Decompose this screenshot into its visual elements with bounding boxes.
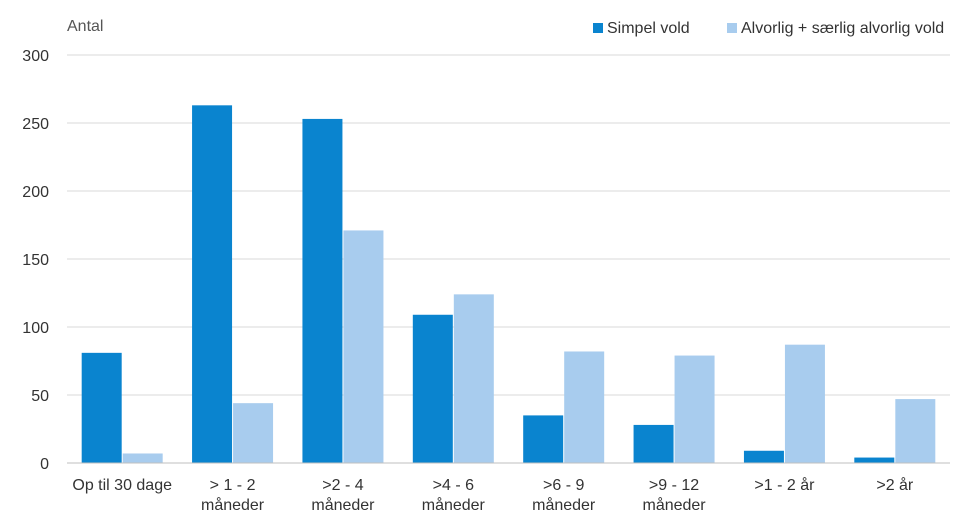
x-tick-label: >2 - 4 [322, 477, 363, 494]
bar-simpel-vold [412, 314, 453, 463]
x-tick-label: >6 - 9 [543, 477, 584, 494]
bar-simpel-vold [854, 457, 895, 463]
y-tick-label: 250 [22, 116, 49, 133]
bar-alvorlig-vold [895, 399, 936, 463]
y-tick-label: 0 [40, 456, 49, 473]
x-tick-label: måneder [311, 496, 375, 514]
bar-simpel-vold [523, 415, 564, 463]
y-tick-label: 200 [22, 184, 49, 201]
x-tick-label: måneder [201, 496, 265, 514]
x-tick-label: >9 - 12 [649, 477, 699, 494]
x-axis: Op til 30 dage > 1 - 2 måneder >2 - 4 månede… [72, 476, 914, 514]
bars [81, 105, 936, 464]
y-tick-label: 150 [22, 252, 49, 269]
legend: Simpel vold Alvorlig + særlig alvorlig vo… [593, 20, 944, 37]
bar-simpel-vold [743, 450, 784, 463]
legend-swatch [727, 23, 737, 33]
x-tick-label: måneder [642, 496, 706, 514]
bar-alvorlig-vold [233, 403, 274, 463]
bar-simpel-vold [633, 424, 674, 463]
legend-swatch [593, 23, 603, 33]
bar-simpel-vold [192, 105, 233, 463]
x-tick-label: >4 - 6 [433, 477, 474, 494]
x-tick-label: >2 år [876, 476, 914, 494]
bar-alvorlig-vold [343, 230, 384, 463]
x-tick-label: > 1 - 2 [210, 477, 256, 494]
x-tick-label: måneder [422, 496, 486, 514]
y-tick-label: 50 [31, 388, 49, 405]
y-axis-title: Antal [67, 18, 103, 35]
legend-label: Alvorlig + særlig alvorlig vold [741, 20, 944, 37]
bar-alvorlig-vold [122, 453, 163, 463]
bar-alvorlig-vold [784, 344, 825, 463]
bar-simpel-vold [302, 118, 343, 464]
x-tick-label: Op til 30 dage [72, 477, 172, 494]
bar-alvorlig-vold [674, 355, 715, 463]
bar-alvorlig-vold [564, 351, 605, 463]
bar-alvorlig-vold [453, 294, 494, 463]
y-axis: 0 50 100 150 200 250 300 [22, 48, 49, 473]
x-tick-label: måneder [532, 496, 596, 514]
legend-label: Simpel vold [607, 20, 690, 37]
y-tick-label: 300 [22, 48, 49, 65]
y-tick-label: 100 [22, 320, 49, 337]
x-tick-label: >1 - 2 år [754, 476, 815, 494]
bar-simpel-vold [81, 352, 122, 463]
